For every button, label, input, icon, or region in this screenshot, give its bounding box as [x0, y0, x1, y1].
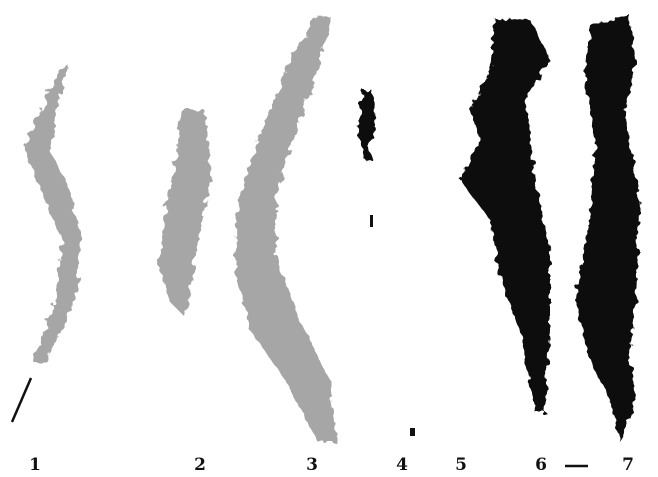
fragment: [370, 215, 373, 227]
specimen-4: [358, 90, 376, 162]
fragment: [410, 428, 415, 436]
figure-label: 1: [29, 455, 41, 475]
specimen-2: [158, 110, 212, 316]
figure-label: 4: [396, 455, 408, 475]
specimen-1: [25, 65, 81, 362]
figure-label: 7: [622, 455, 634, 475]
specimen-3: [235, 15, 336, 442]
specimen-7: [575, 15, 640, 442]
specimen-6: [460, 18, 550, 412]
figure-label: 5: [455, 455, 467, 475]
scale-bar: [10, 377, 33, 423]
figure-label: 2: [194, 455, 206, 475]
figure-label: 6: [535, 455, 547, 475]
figure-label: 3: [306, 455, 318, 475]
